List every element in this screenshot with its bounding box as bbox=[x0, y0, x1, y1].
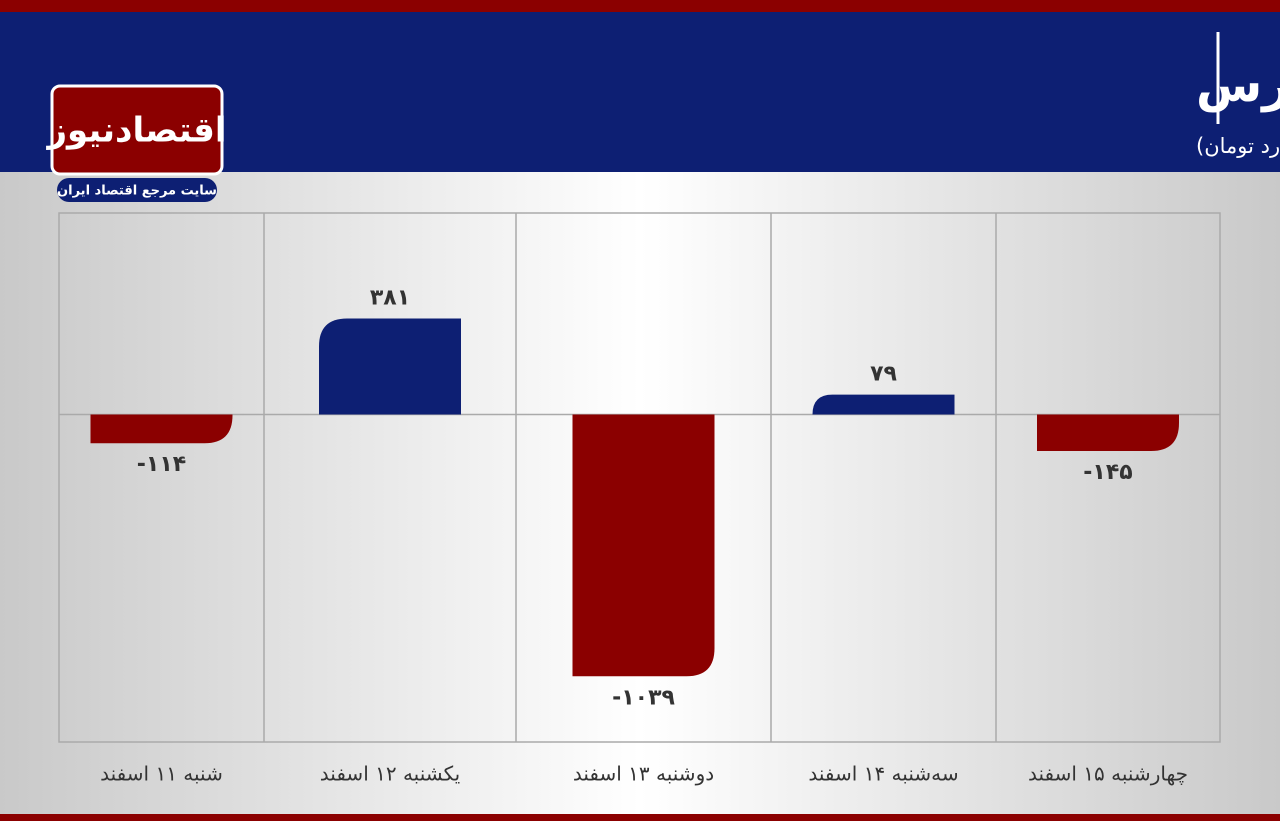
value-label: ۳۸۱ bbox=[370, 286, 410, 311]
x-tick-label: سه‌شنبه ۱۴ اسفند bbox=[808, 762, 958, 786]
logo-text: اقتصادنیوز bbox=[45, 111, 226, 151]
bar bbox=[1037, 414, 1179, 452]
chart-subtitle: (واحد:میلیارد تومان) bbox=[1196, 134, 1280, 158]
x-tick-label: دوشنبه ۱۳ اسفند bbox=[573, 762, 714, 786]
plot-frame bbox=[58, 212, 1221, 743]
bar bbox=[572, 414, 715, 677]
logo-tagline: سایت مرجع اقتصاد ایران bbox=[57, 184, 217, 199]
logo-box bbox=[50, 84, 224, 176]
value-label: -۱۱۴ bbox=[137, 452, 186, 477]
bar bbox=[90, 414, 233, 444]
value-label: ۷۹ bbox=[870, 362, 897, 387]
bar bbox=[319, 318, 461, 415]
chart-title: روند ورود پول حقیقی در بورس bbox=[1196, 57, 1280, 113]
bar bbox=[812, 394, 955, 415]
value-label: -۱۰۳۹ bbox=[612, 685, 675, 710]
logo-tagline-pill bbox=[57, 178, 217, 202]
x-tick-label: چهارشنبه ۱۵ اسفند bbox=[1028, 762, 1188, 786]
value-label: -۱۴۵ bbox=[1083, 460, 1132, 485]
bottom-strip bbox=[0, 814, 1280, 821]
top-strip bbox=[0, 0, 1280, 12]
x-tick-label: یکشنبه ۱۲ اسفند bbox=[320, 762, 460, 786]
x-tick-label: شنبه ۱۱ اسفند bbox=[100, 762, 223, 786]
